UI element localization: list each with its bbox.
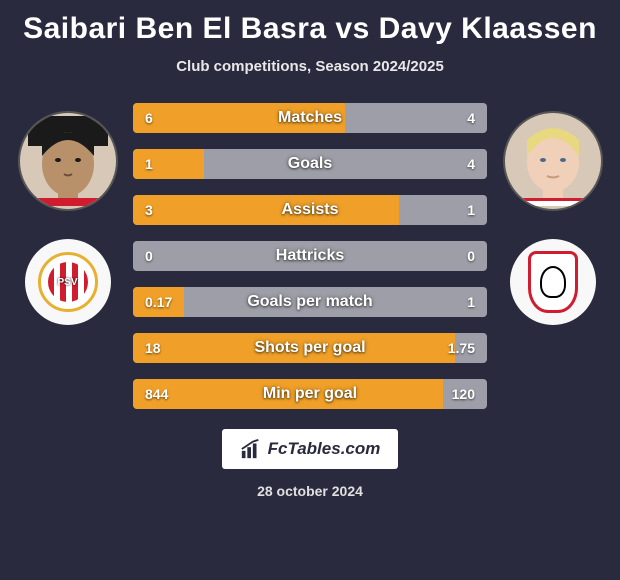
left-club-badge: PSV — [25, 239, 111, 325]
stat-value-left: 1 — [145, 156, 153, 172]
date-label: 28 october 2024 — [10, 483, 610, 499]
stat-value-right: 1.75 — [448, 340, 475, 356]
stat-value-left: 6 — [145, 110, 153, 126]
stat-label: Assists — [282, 201, 339, 219]
stat-row-matches: 6 4 Matches — [133, 103, 487, 133]
stat-value-left: 844 — [145, 386, 168, 402]
ajax-badge-icon — [528, 251, 578, 313]
left-player-column: PSV — [10, 103, 125, 325]
brand-text: FcTables.com — [268, 439, 381, 459]
brand-chart-icon — [240, 438, 262, 460]
stat-value-left: 0.17 — [145, 294, 172, 310]
stat-value-left: 3 — [145, 202, 153, 218]
root: Saibari Ben El Basra vs Davy Klaassen Cl… — [0, 0, 620, 580]
stat-label: Goals — [288, 155, 332, 173]
stat-value-right: 0 — [467, 248, 475, 264]
stat-bar-left — [133, 195, 399, 225]
brand-logo[interactable]: FcTables.com — [222, 429, 398, 469]
stat-value-right: 120 — [452, 386, 475, 402]
stat-value-right: 1 — [467, 294, 475, 310]
stat-row-min-per-goal: 844 120 Min per goal — [133, 379, 487, 409]
left-club-label: PSV — [57, 277, 77, 288]
right-player-avatar — [503, 111, 603, 211]
stat-bar-right — [345, 103, 487, 133]
psv-badge-icon: PSV — [38, 252, 98, 312]
right-player-column — [495, 103, 610, 325]
stat-value-right: 1 — [467, 202, 475, 218]
stats-bars: 6 4 Matches 1 4 Goals 3 1 Assists 0 0 Hattricks 0.17… — [125, 103, 495, 409]
right-player-face-icon — [513, 116, 593, 206]
stat-row-hattricks: 0 0 Hattricks — [133, 241, 487, 271]
left-player-avatar — [18, 111, 118, 211]
stat-value-left: 18 — [145, 340, 161, 356]
stat-label: Min per goal — [263, 385, 357, 403]
stat-row-shots-per-goal: 18 1.75 Shots per goal — [133, 333, 487, 363]
page-title: Saibari Ben El Basra vs Davy Klaassen — [10, 12, 610, 46]
subtitle: Club competitions, Season 2024/2025 — [10, 58, 610, 75]
stat-label: Hattricks — [276, 247, 344, 265]
stat-value-right: 4 — [467, 110, 475, 126]
right-club-badge — [510, 239, 596, 325]
stat-label: Shots per goal — [254, 339, 365, 357]
stat-label: Matches — [278, 109, 342, 127]
stat-value-right: 4 — [467, 156, 475, 172]
stat-row-goals-per-match: 0.17 1 Goals per match — [133, 287, 487, 317]
stat-bar-right — [204, 149, 487, 179]
left-player-face-icon — [28, 116, 108, 206]
stat-row-assists: 3 1 Assists — [133, 195, 487, 225]
stat-bar-left — [133, 149, 204, 179]
comparison-panel: PSV 6 4 Matches 1 4 Goals 3 1 Assists 0 0 Hattricks… — [10, 103, 610, 409]
stat-label: Goals per match — [247, 293, 372, 311]
stat-row-goals: 1 4 Goals — [133, 149, 487, 179]
stat-value-left: 0 — [145, 248, 153, 264]
